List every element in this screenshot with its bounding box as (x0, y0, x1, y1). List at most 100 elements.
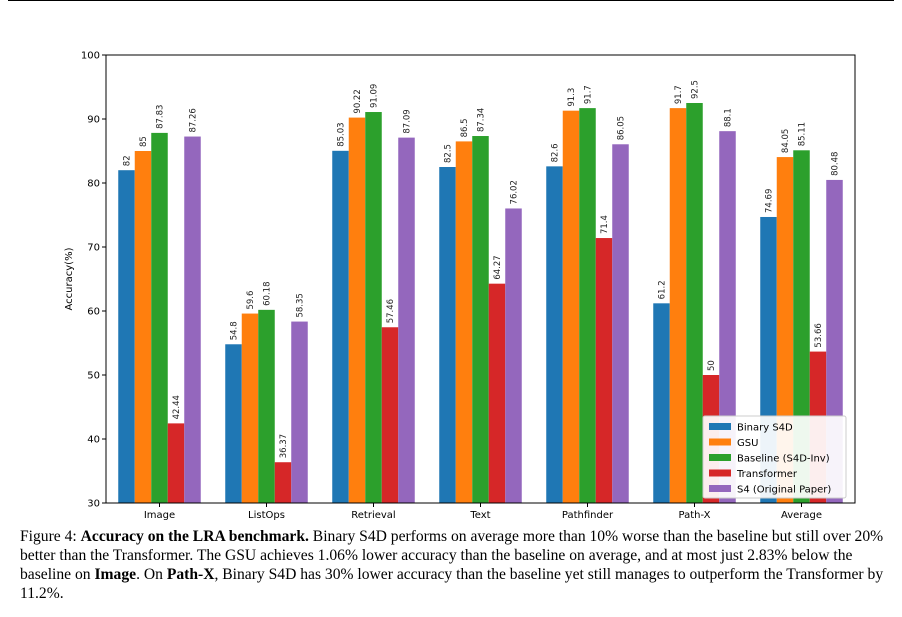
y-tick-label: 70 (87, 243, 100, 254)
bar-listops-baseline-s4d-inv- (258, 309, 275, 503)
data-label: 80.48 (831, 152, 841, 176)
legend-swatch (709, 485, 731, 492)
x-tick-label: ListOps (248, 510, 285, 520)
bar-listops-gsu (241, 313, 259, 503)
data-label: 42.44 (172, 395, 182, 419)
data-label: 50 (707, 360, 717, 371)
figure-caption: Figure 4: Accuracy on the LRA benchmark.… (20, 527, 890, 603)
data-label: 85 (139, 136, 149, 147)
y-tick-label: 30 (87, 499, 100, 510)
caption-bold-pathx: Path-X (166, 566, 215, 583)
x-tick-label: Retrieval (351, 510, 395, 520)
caption-bold-title: Accuracy on the LRA benchmark. (80, 528, 309, 545)
data-label: 91.7 (674, 85, 684, 104)
data-label: 82 (123, 155, 133, 166)
x-tick-label: Pathfinder (562, 510, 614, 520)
x-tick-label: Path-X (679, 510, 711, 520)
data-label: 54.8 (230, 321, 240, 340)
bar-path-x-baseline-s4d-inv- (686, 103, 703, 503)
legend-swatch (709, 438, 731, 446)
accuracy-bar-chart: 82 85 87.83 42.44 87.26 54.8 59.6 60.18 36.37 58.… (64, 51, 856, 520)
bar-pathfinder-gsu (562, 110, 580, 504)
data-label: 84.05 (781, 129, 791, 153)
bar-image-baseline-s4d-inv- (151, 132, 168, 503)
data-labels-group: 82 85 87.83 42.44 87.26 54.8 59.6 60.18 36.37 58.… (123, 80, 841, 458)
data-label: 87.34 (477, 108, 487, 132)
data-label: 91.7 (584, 85, 594, 104)
legend-swatch (709, 423, 731, 430)
bar-text-baseline-s4d-inv- (472, 136, 489, 503)
caption-text-2: . On (136, 566, 167, 583)
bar-text-binary-s4d (439, 167, 456, 503)
bar-path-x-s4-original-paper- (719, 131, 736, 503)
bar-path-x-gsu (669, 108, 687, 504)
data-label: 61.2 (658, 280, 668, 299)
bars-group (118, 103, 843, 504)
data-label: 90.22 (353, 89, 363, 113)
data-label: 64.27 (493, 255, 503, 279)
data-label: 87.83 (156, 105, 166, 129)
data-label: 36.37 (279, 434, 289, 458)
bar-text-transformer (488, 283, 506, 503)
data-label: 76.02 (510, 180, 520, 204)
data-label: 74.69 (765, 189, 775, 213)
bar-listops-binary-s4d (225, 344, 242, 503)
axes-group: 30 40 50 60 70 80 90 100 Image ListOps Retrieval T… (64, 51, 856, 520)
bar-pathfinder-s4-original-paper- (612, 144, 629, 503)
y-ticks: 30 40 50 60 70 80 90 100 (81, 51, 106, 510)
data-label: 57.46 (386, 299, 396, 323)
y-tick-label: 40 (87, 435, 100, 446)
y-tick-label: 60 (87, 307, 100, 318)
bar-image-binary-s4d (118, 170, 135, 503)
legend: Binary S4D GSU Baseline (S4D-Inv) Transform… (702, 415, 847, 499)
data-label: 85.11 (798, 122, 808, 146)
bar-pathfinder-baseline-s4d-inv- (579, 108, 596, 504)
data-label: 60.18 (263, 282, 273, 306)
bar-listops-transformer (274, 462, 292, 503)
bar-retrieval-binary-s4d (332, 150, 349, 503)
x-tick-label: Text (469, 510, 490, 520)
bar-image-s4-original-paper- (184, 136, 201, 504)
y-tick-label: 100 (81, 51, 100, 62)
caption-text-3: , Binary S4D has 30% lower accuracy than… (20, 566, 884, 602)
data-label: 53.66 (814, 323, 824, 347)
bar-text-gsu (455, 141, 473, 503)
x-ticks: Image ListOps Retrieval Text Pathfinder Path-… (144, 503, 822, 520)
data-label: 59.6 (246, 291, 256, 310)
bar-retrieval-s4-original-paper- (398, 137, 415, 503)
y-axis-label: Accuracy(%) (64, 247, 75, 310)
data-label: 86.5 (460, 118, 470, 137)
data-label: 82.5 (444, 144, 454, 163)
bar-retrieval-baseline-s4d-inv- (365, 112, 382, 504)
data-label: 86.05 (617, 116, 627, 140)
bar-pathfinder-binary-s4d (546, 166, 563, 504)
legend-label: GSU (737, 438, 758, 449)
data-label: 58.35 (296, 293, 306, 317)
data-label: 71.4 (600, 215, 610, 234)
legend-label: Binary S4D (737, 423, 793, 434)
legend-swatch (709, 469, 731, 477)
y-tick-label: 90 (87, 115, 100, 126)
bar-pathfinder-transformer (595, 238, 613, 504)
data-label: 87.09 (403, 109, 413, 133)
data-label: 85.03 (337, 122, 347, 146)
bar-text-s4-original-paper- (505, 208, 522, 503)
data-label: 87.26 (189, 108, 199, 132)
legend-box (702, 415, 847, 499)
data-label: 91.3 (567, 88, 577, 107)
bar-image-transformer (167, 423, 185, 503)
y-tick-label: 80 (87, 179, 100, 190)
legend-swatch (709, 454, 731, 461)
x-tick-label: Average (781, 510, 822, 520)
data-label: 92.5 (691, 80, 701, 99)
bar-listops-s4-original-paper- (291, 321, 308, 503)
bar-average-baseline-s4d-inv- (793, 150, 810, 504)
caption-prefix: Figure 4: (20, 528, 81, 545)
bar-path-x-binary-s4d (653, 303, 670, 503)
caption-text-1: Binary S4D performs on average more than… (20, 528, 884, 583)
x-tick-label: Image (144, 510, 175, 520)
data-label: 88.1 (724, 108, 734, 127)
y-tick-label: 50 (87, 371, 100, 382)
legend-label: Baseline (S4D-Inv) (737, 454, 830, 465)
bar-retrieval-transformer (381, 327, 399, 503)
